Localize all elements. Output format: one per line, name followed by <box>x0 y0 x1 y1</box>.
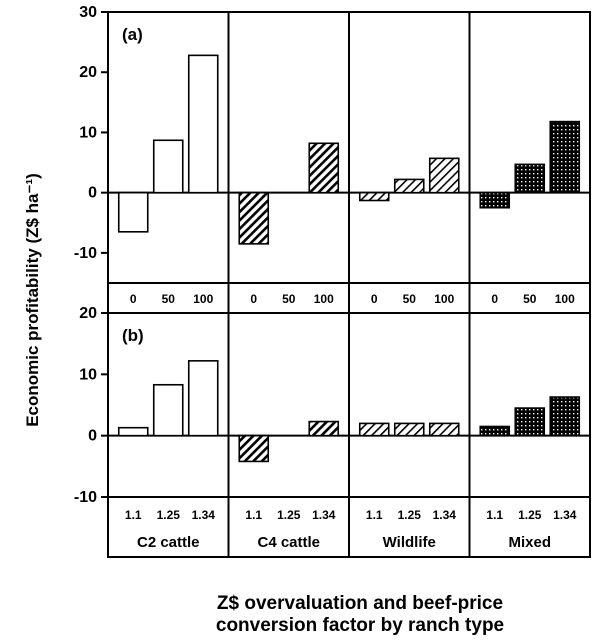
bar <box>514 407 546 437</box>
y-tick-label: 0 <box>88 185 97 202</box>
bar <box>358 191 390 202</box>
x-axis-label-line2: conversion factor by ranch type <box>216 615 504 636</box>
bar <box>393 178 425 194</box>
bar <box>187 360 219 437</box>
y-tick-label: 10 <box>79 366 97 383</box>
category-label: 1.25 <box>518 508 542 522</box>
category-label: 50 <box>282 292 296 306</box>
bar <box>238 434 270 463</box>
category-label: 1.34 <box>312 508 336 522</box>
axes <box>101 11 591 558</box>
bar <box>428 157 460 194</box>
bar <box>479 425 511 437</box>
category-label: 1.1 <box>245 508 262 522</box>
category-label: 50 <box>162 292 176 306</box>
x-axis-label-line1: Z$ overvaluation and beef-price <box>217 593 503 614</box>
y-axis-label: Economic profitability (Z$ ha⁻¹) <box>23 173 42 427</box>
y-tick-label: 20 <box>79 64 97 81</box>
category-label: 100 <box>434 292 454 306</box>
bar <box>152 383 184 437</box>
category-label: 0 <box>371 292 378 306</box>
bar <box>187 54 219 194</box>
bar <box>358 422 390 437</box>
y-tick-label: -10 <box>74 245 97 262</box>
y-tick-label: 30 <box>79 4 97 21</box>
y-tick-label: 0 <box>88 428 97 445</box>
category-label: 0 <box>250 292 257 306</box>
category-label: 50 <box>403 292 417 306</box>
category-label: 1.1 <box>366 508 383 522</box>
category-label: 1.25 <box>157 508 181 522</box>
bar <box>479 191 511 209</box>
bar <box>549 396 581 437</box>
bar <box>238 191 270 245</box>
group-label: Mixed <box>508 534 551 551</box>
bar <box>308 142 340 194</box>
category-label: 1.34 <box>433 508 457 522</box>
group-label: C4 cattle <box>257 534 320 551</box>
category-label: 50 <box>523 292 537 306</box>
category-label: 100 <box>193 292 213 306</box>
bar <box>308 420 340 437</box>
category-label: 100 <box>314 292 334 306</box>
y-tick-label: 10 <box>79 124 97 141</box>
bar <box>117 426 149 437</box>
bar <box>117 191 149 233</box>
panel-label: (b) <box>122 326 144 345</box>
group-label: C2 cattle <box>137 534 200 551</box>
y-tick-label: -10 <box>74 489 97 506</box>
category-label: 1.1 <box>486 508 503 522</box>
bar <box>428 422 460 437</box>
bar <box>152 139 184 194</box>
group-label: Wildlife <box>383 534 436 551</box>
bar <box>393 422 425 437</box>
category-label: 0 <box>130 292 137 306</box>
category-label: 100 <box>555 292 575 306</box>
bar <box>514 163 546 194</box>
category-label: 1.34 <box>553 508 577 522</box>
y-tick-label: 20 <box>79 305 97 322</box>
category-label: 1.25 <box>398 508 422 522</box>
panel-label: (a) <box>122 25 143 44</box>
category-label: 1.1 <box>125 508 142 522</box>
bars <box>117 54 581 463</box>
category-label: 0 <box>491 292 498 306</box>
category-label: 1.25 <box>277 508 301 522</box>
bar <box>549 120 581 194</box>
category-label: 1.34 <box>192 508 216 522</box>
